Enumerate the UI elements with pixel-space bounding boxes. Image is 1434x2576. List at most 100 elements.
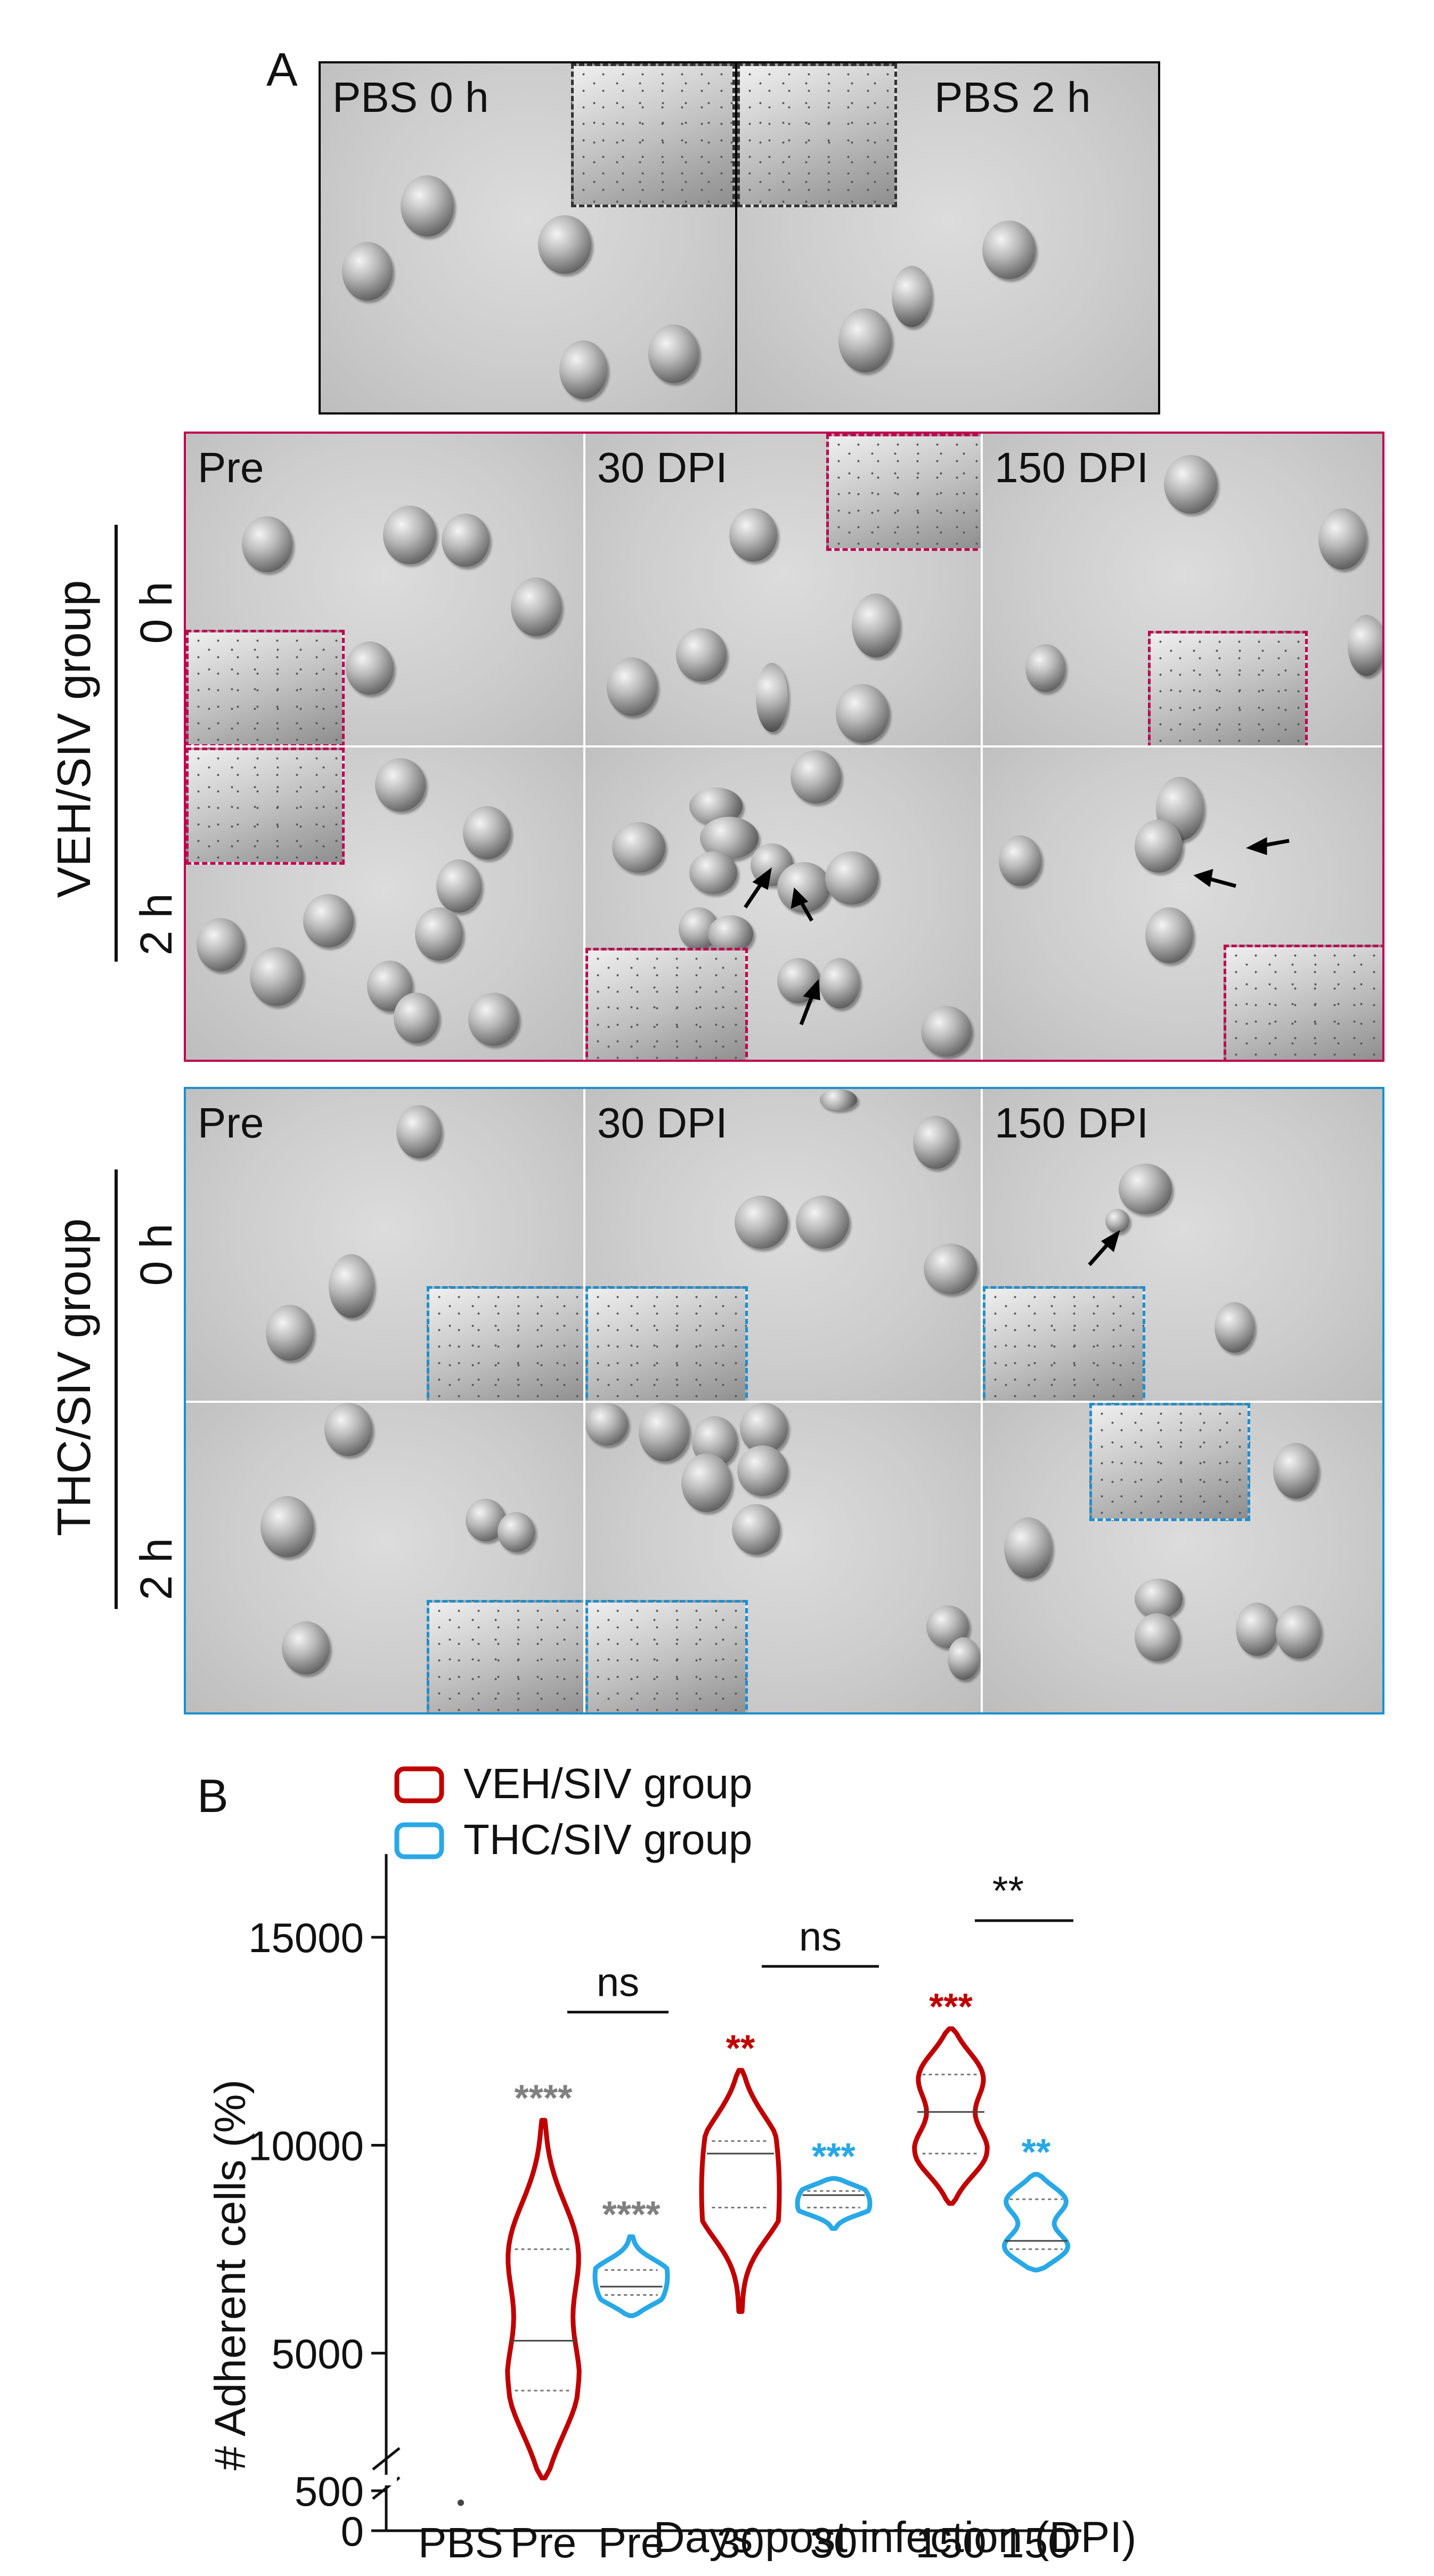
cell	[729, 508, 777, 562]
cell	[791, 750, 841, 803]
thc-col-label-150dpi: 150 DPI	[995, 1099, 1149, 1147]
veh-pre-2h-panel	[186, 747, 583, 1060]
cell	[266, 1305, 314, 1361]
panel-label-b: B	[197, 1769, 229, 1822]
cell	[394, 993, 439, 1043]
cell	[1135, 1613, 1180, 1661]
cell	[342, 242, 393, 300]
cell	[1215, 1302, 1254, 1353]
violin-2	[699, 2068, 782, 2314]
pbs-0h-inset	[571, 63, 735, 207]
thc-group-title: THC/SIV group	[47, 1218, 100, 1537]
veh-30dpi-2h-panel	[585, 747, 981, 1060]
cell	[260, 1496, 314, 1557]
violin-4	[912, 2026, 990, 2206]
panel-label-a: A	[266, 43, 298, 96]
thc-150dpi-0h-inset	[983, 1286, 1145, 1401]
adhesion-arrows	[744, 867, 820, 1026]
cell	[948, 1637, 980, 1680]
x-tick-label: 150	[1000, 2519, 1071, 2566]
thc-30dpi-2h-inset	[585, 1600, 748, 1712]
veh-pre-2h-inset	[186, 747, 345, 865]
cell	[303, 894, 354, 947]
pbs-0h-panel: PBS 0 h	[321, 63, 735, 412]
thc-30dpi-0h-panel: 30 DPI	[585, 1089, 981, 1401]
cell	[648, 324, 699, 383]
cell	[708, 915, 753, 953]
comparison-label: **	[992, 1868, 1024, 1914]
cell	[838, 308, 892, 372]
cell	[737, 1445, 788, 1496]
cell	[852, 594, 900, 657]
cell	[681, 1453, 732, 1512]
cell	[282, 1621, 330, 1675]
veh-col-label-pre: Pre	[198, 444, 264, 491]
cell	[676, 628, 727, 681]
significance-stars: ***	[929, 1986, 973, 2027]
y-tick-label: 15000	[248, 1914, 364, 1961]
legend-veh-swatch	[394, 1766, 444, 1803]
cell	[463, 806, 511, 859]
cell	[820, 958, 860, 1009]
veh-pre-0h-inset	[186, 630, 345, 745]
thc-row-2h-label: 2 h	[131, 1538, 181, 1600]
cell	[924, 1244, 977, 1294]
cell	[612, 822, 665, 873]
x-tick-label: 150	[915, 2519, 986, 2566]
cell	[732, 1504, 780, 1555]
cell	[346, 641, 394, 695]
veh-pre-0h-panel: Pre	[186, 434, 583, 745]
veh-row-0h-label: 0 h	[131, 581, 181, 644]
y-tick-label: 5000	[271, 2330, 364, 2377]
significance-stars: **	[726, 2027, 755, 2069]
cell	[415, 907, 463, 961]
violin-5	[1001, 2172, 1071, 2273]
x-tick-label: 30	[810, 2519, 858, 2566]
cell	[1145, 907, 1193, 963]
x-tick-label: PBS	[418, 2519, 503, 2566]
cell	[324, 1403, 372, 1456]
significance-stars: **	[1022, 2131, 1051, 2173]
legend-thc-label: THC/SIV group	[463, 1816, 752, 1863]
pbs-divider	[735, 63, 737, 412]
y-tick-label: 500	[295, 2468, 364, 2515]
veh-150dpi-0h-panel: 150 DPI	[983, 434, 1382, 745]
x-tick-label: Pre	[598, 2519, 665, 2566]
thc-30dpi-0h-inset	[585, 1286, 748, 1401]
legend-veh-label: VEH/SIV group	[463, 1760, 753, 1807]
veh-30dpi-0h-panel: 30 DPI	[585, 434, 981, 745]
cell	[585, 1403, 628, 1445]
cell	[396, 1105, 442, 1158]
cell	[1004, 1517, 1052, 1579]
cell	[825, 851, 878, 905]
cell	[999, 835, 1041, 886]
y-tick-label: 10000	[248, 2122, 364, 2169]
cell	[689, 851, 737, 894]
cell	[1164, 455, 1217, 514]
legend-thc-swatch	[394, 1822, 444, 1859]
veh-image-grid: Pre 30 DPI 150 DPI	[184, 432, 1384, 1062]
x-axis-label: Days post infection (DPI)	[654, 2513, 1137, 2562]
pbs-2h-inset	[737, 63, 897, 207]
cell	[383, 506, 436, 564]
cell	[913, 1116, 958, 1169]
axis-break-gap	[376, 2475, 397, 2485]
pbs-2h-panel: PBS 2 h	[737, 63, 1158, 412]
cell	[796, 1196, 849, 1249]
veh-30dpi-2h-inset	[585, 948, 748, 1060]
cell	[740, 1403, 788, 1453]
veh-150dpi-2h-inset	[1224, 945, 1382, 1060]
pbs-0h-label: PBS 0 h	[332, 74, 489, 121]
x-tick-label: Pre	[510, 2519, 577, 2566]
thc-150dpi-2h-panel	[983, 1403, 1382, 1712]
thc-pre-2h-panel	[186, 1403, 583, 1712]
comparison-label: ns	[597, 1960, 639, 2005]
violin-1	[592, 2234, 670, 2318]
thc-150dpi-0h-panel: 150 DPI	[983, 1089, 1382, 1401]
comparison-label: ns	[799, 1914, 842, 1960]
veh-col-label-150dpi: 150 DPI	[995, 444, 1149, 491]
thc-150dpi-2h-inset	[1089, 1403, 1250, 1521]
cell	[436, 859, 482, 913]
axis-break-mark	[372, 2447, 401, 2471]
cell	[1318, 508, 1366, 570]
